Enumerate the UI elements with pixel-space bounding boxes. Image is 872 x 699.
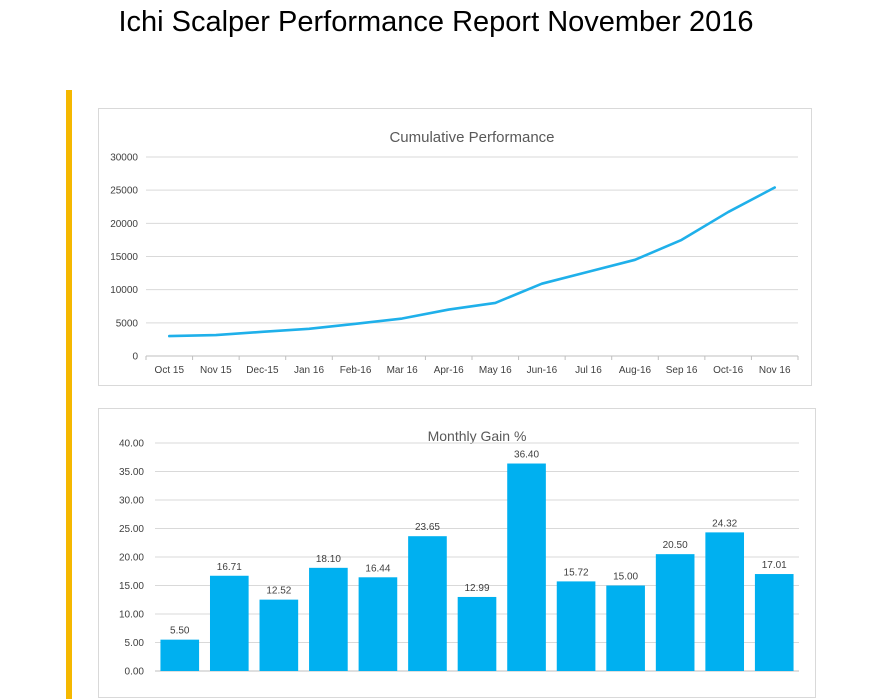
- data-label: 36.40: [514, 450, 539, 461]
- y-tick-label: 5.00: [125, 638, 145, 649]
- x-tick-label: Oct-16: [713, 365, 743, 376]
- data-label: 5.50: [170, 626, 190, 637]
- data-label: 12.99: [464, 583, 489, 594]
- cumulative-performance-chart: Cumulative Performance 0 5000 10000 15000 200…: [110, 129, 799, 376]
- monthly-gain-chart: Monthly Gain % 0.00 5.00 10.00 15.00 20.00 25.…: [119, 428, 799, 678]
- y-tick-label: 20.00: [119, 553, 144, 564]
- x-tick-label: May 16: [479, 365, 512, 376]
- cumulative-performance-panel: Cumulative Performance 0 5000 10000 15000 200…: [98, 108, 812, 386]
- data-label: 16.44: [365, 563, 390, 574]
- monthly-gain-panel: Monthly Gain % 0.00 5.00 10.00 15.00 20.00 25.…: [98, 408, 816, 698]
- y-tick-label: 15000: [110, 252, 138, 263]
- monthly-gain-bar: [259, 599, 299, 671]
- chart-title: Monthly Gain %: [428, 428, 527, 444]
- x-tick-label: Mar 16: [387, 365, 419, 376]
- monthly-gain-bar: [309, 567, 348, 671]
- data-label: 15.72: [564, 567, 589, 578]
- chart-title: Cumulative Performance: [389, 129, 554, 146]
- data-label: 15.00: [613, 572, 638, 583]
- monthly-gain-bar: [457, 596, 497, 671]
- page-title: Ichi Scalper Performance Report November…: [118, 6, 754, 38]
- monthly-gain-bar: [507, 463, 546, 671]
- x-tick-label: Oct 15: [155, 365, 185, 376]
- monthly-gain-bar: [358, 577, 398, 671]
- y-tick-label: 0: [132, 352, 138, 363]
- y-tick-label: 25.00: [119, 524, 144, 535]
- data-label: 23.65: [415, 522, 440, 533]
- y-tick-label: 40.00: [119, 439, 144, 450]
- x-tick-label: Dec-15: [246, 365, 279, 376]
- y-tick-label: 15.00: [119, 581, 144, 592]
- data-label: 20.50: [663, 540, 688, 551]
- y-tick-label: 30000: [110, 153, 138, 164]
- data-label: 18.10: [316, 554, 341, 565]
- x-tick-label: Jan 16: [294, 365, 324, 376]
- y-tick-label: 10.00: [119, 610, 144, 621]
- x-tick-label: Nov 16: [759, 365, 791, 376]
- monthly-gain-bar: [754, 574, 794, 671]
- monthly-gain-bar: [655, 554, 695, 671]
- monthly-gain-bar: [705, 532, 745, 671]
- x-tick-label: Jul 16: [575, 365, 602, 376]
- x-tick-label: Jun-16: [527, 365, 558, 376]
- y-tick-label: 10000: [110, 285, 138, 296]
- data-label: 24.32: [712, 518, 737, 529]
- x-tick-label: Aug-16: [619, 365, 652, 376]
- monthly-gain-bar: [408, 536, 447, 671]
- cumulative-series-line: [167, 186, 777, 338]
- y-tick-label: 5000: [116, 318, 139, 329]
- y-tick-label: 30.00: [119, 496, 144, 507]
- x-tick-label: Feb-16: [340, 365, 372, 376]
- x-tick-label: Apr-16: [434, 365, 464, 376]
- y-tick-label: 0.00: [125, 667, 145, 678]
- accent-bar: [66, 90, 72, 699]
- monthly-gain-bar: [556, 581, 596, 671]
- monthly-gain-bar: [160, 639, 200, 671]
- data-label: 16.71: [217, 562, 242, 573]
- y-tick-label: 35.00: [119, 467, 144, 478]
- x-tick-label: Nov 15: [200, 365, 232, 376]
- monthly-gain-bar: [209, 575, 249, 671]
- y-tick-label: 20000: [110, 219, 138, 230]
- x-tick-label: Sep 16: [666, 365, 698, 376]
- data-label: 17.01: [762, 560, 787, 571]
- monthly-gain-bar: [606, 585, 645, 671]
- data-label: 12.52: [266, 586, 291, 597]
- y-tick-label: 25000: [110, 186, 138, 197]
